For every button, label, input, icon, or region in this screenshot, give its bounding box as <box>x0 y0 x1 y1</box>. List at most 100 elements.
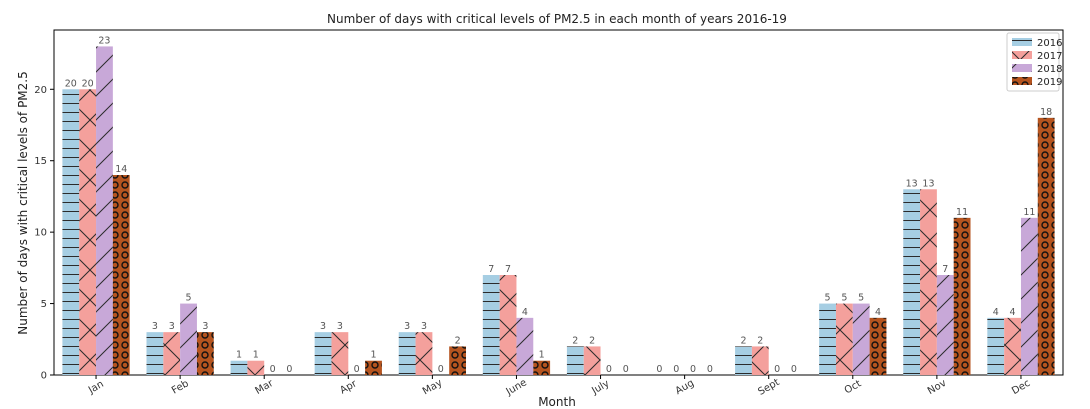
bar-2018-june <box>516 317 534 375</box>
bar-2017-feb <box>163 332 181 375</box>
bar-2018-dec <box>1020 217 1038 375</box>
data-label: 4 <box>1010 307 1016 318</box>
bar-2016-july <box>566 346 584 375</box>
bar-2017-mar <box>247 360 265 375</box>
x-tick-label: Dec <box>1010 378 1032 397</box>
data-label: 0 <box>774 364 780 375</box>
legend-swatch <box>1012 77 1032 85</box>
data-label: 11 <box>956 207 968 218</box>
bar-2016-sept <box>735 346 752 375</box>
bar-2019-june <box>533 360 551 375</box>
bar-2017-oct <box>835 303 853 375</box>
data-label: 2 <box>740 335 746 346</box>
bar-2016-feb <box>146 332 164 375</box>
data-label: 0 <box>656 364 662 375</box>
data-label: 2 <box>455 335 461 346</box>
x-tick-label: Apr <box>338 378 359 397</box>
data-label: 0 <box>606 364 612 375</box>
bar-2017-may <box>415 332 433 375</box>
data-label: 5 <box>841 293 847 304</box>
data-label: 7 <box>505 264 511 275</box>
data-label: 5 <box>825 293 831 304</box>
bar-2018-feb <box>180 303 197 375</box>
legend-label: 2017 <box>1037 51 1062 62</box>
data-label: 1 <box>236 350 242 361</box>
legend: 2016 2017 2018 2019 <box>1006 32 1062 92</box>
legend-label: 2019 <box>1037 77 1062 88</box>
bar-2016-nov <box>903 189 921 375</box>
data-label: 11 <box>1023 207 1035 218</box>
x-tick-label: Mar <box>254 378 277 397</box>
data-label: 14 <box>115 164 127 175</box>
legend-label: 2016 <box>1037 38 1062 49</box>
data-label: 0 <box>707 364 713 375</box>
x-tick-label: Sept <box>756 377 781 398</box>
bar-2019-may <box>449 346 467 375</box>
x-tick-label: May <box>421 377 444 397</box>
data-label: 0 <box>270 364 276 375</box>
data-label: 4 <box>522 307 528 318</box>
data-label: 2 <box>572 335 578 346</box>
legend-label: 2018 <box>1037 64 1062 75</box>
x-tick-label: June <box>504 377 529 398</box>
bar-2016-may <box>398 332 416 375</box>
bar-2018-oct <box>852 303 870 375</box>
bar-2019-oct <box>869 317 887 375</box>
bar-2016-apr <box>314 332 332 375</box>
bar-2018-jan <box>96 46 113 376</box>
bar-2017-sept <box>751 346 769 375</box>
data-label: 1 <box>539 350 545 361</box>
data-label: 4 <box>875 307 881 318</box>
x-tick-label: Jan <box>86 379 106 397</box>
bar-2018-nov <box>936 275 954 375</box>
data-label: 1 <box>253 350 259 361</box>
bar-2019-nov <box>953 217 971 375</box>
data-label: 13 <box>906 178 918 189</box>
x-tick-label: July <box>589 378 611 397</box>
data-label: 5 <box>186 293 192 304</box>
data-label: 5 <box>858 293 864 304</box>
y-tick-label: 15 <box>34 156 47 167</box>
data-label: 2 <box>589 335 595 346</box>
data-label: 20 <box>82 78 94 89</box>
data-label: 4 <box>993 307 999 318</box>
x-tick-label: Nov <box>926 378 948 397</box>
data-label: 0 <box>354 364 360 375</box>
bar-2016-oct <box>819 303 836 375</box>
bar-2017-dec <box>1004 317 1021 375</box>
x-tick-label: Aug <box>674 378 696 397</box>
bar-2019-dec <box>1037 117 1055 375</box>
data-label: 0 <box>286 364 292 375</box>
legend-box <box>1006 32 1060 92</box>
bar-2017-july <box>583 346 601 375</box>
bar-2017-june <box>499 275 517 375</box>
data-label: 3 <box>421 321 427 332</box>
chart-title: Number of days with critical levels of P… <box>327 12 787 26</box>
bar-2017-apr <box>331 332 349 375</box>
data-label: 3 <box>169 321 175 332</box>
bar-2016-dec <box>987 317 1005 375</box>
x-tick-label: Oct <box>843 378 864 396</box>
data-label: 18 <box>1040 107 1052 118</box>
bar-2016-mar <box>230 360 248 375</box>
y-tick-label: 5 <box>41 299 47 310</box>
data-label: 0 <box>623 364 629 375</box>
bar-2017-jan <box>79 89 97 376</box>
data-label: 3 <box>320 321 326 332</box>
data-label: 3 <box>404 321 410 332</box>
data-label: 2 <box>757 335 763 346</box>
bar-2019-feb <box>196 332 214 375</box>
data-label: 13 <box>922 178 934 189</box>
data-label: 20 <box>65 78 77 89</box>
data-label: 23 <box>98 35 110 46</box>
x-tick-label: Feb <box>170 378 191 396</box>
bar-2017-nov <box>920 189 937 375</box>
bar-2019-apr <box>365 360 382 375</box>
y-tick-label: 20 <box>34 85 47 96</box>
x-axis-title: Month <box>538 395 576 409</box>
y-axis-title: Number of days with critical levels of P… <box>16 71 30 334</box>
data-label: 0 <box>690 364 696 375</box>
bar-2019-jan <box>112 175 130 375</box>
data-label: 0 <box>438 364 444 375</box>
